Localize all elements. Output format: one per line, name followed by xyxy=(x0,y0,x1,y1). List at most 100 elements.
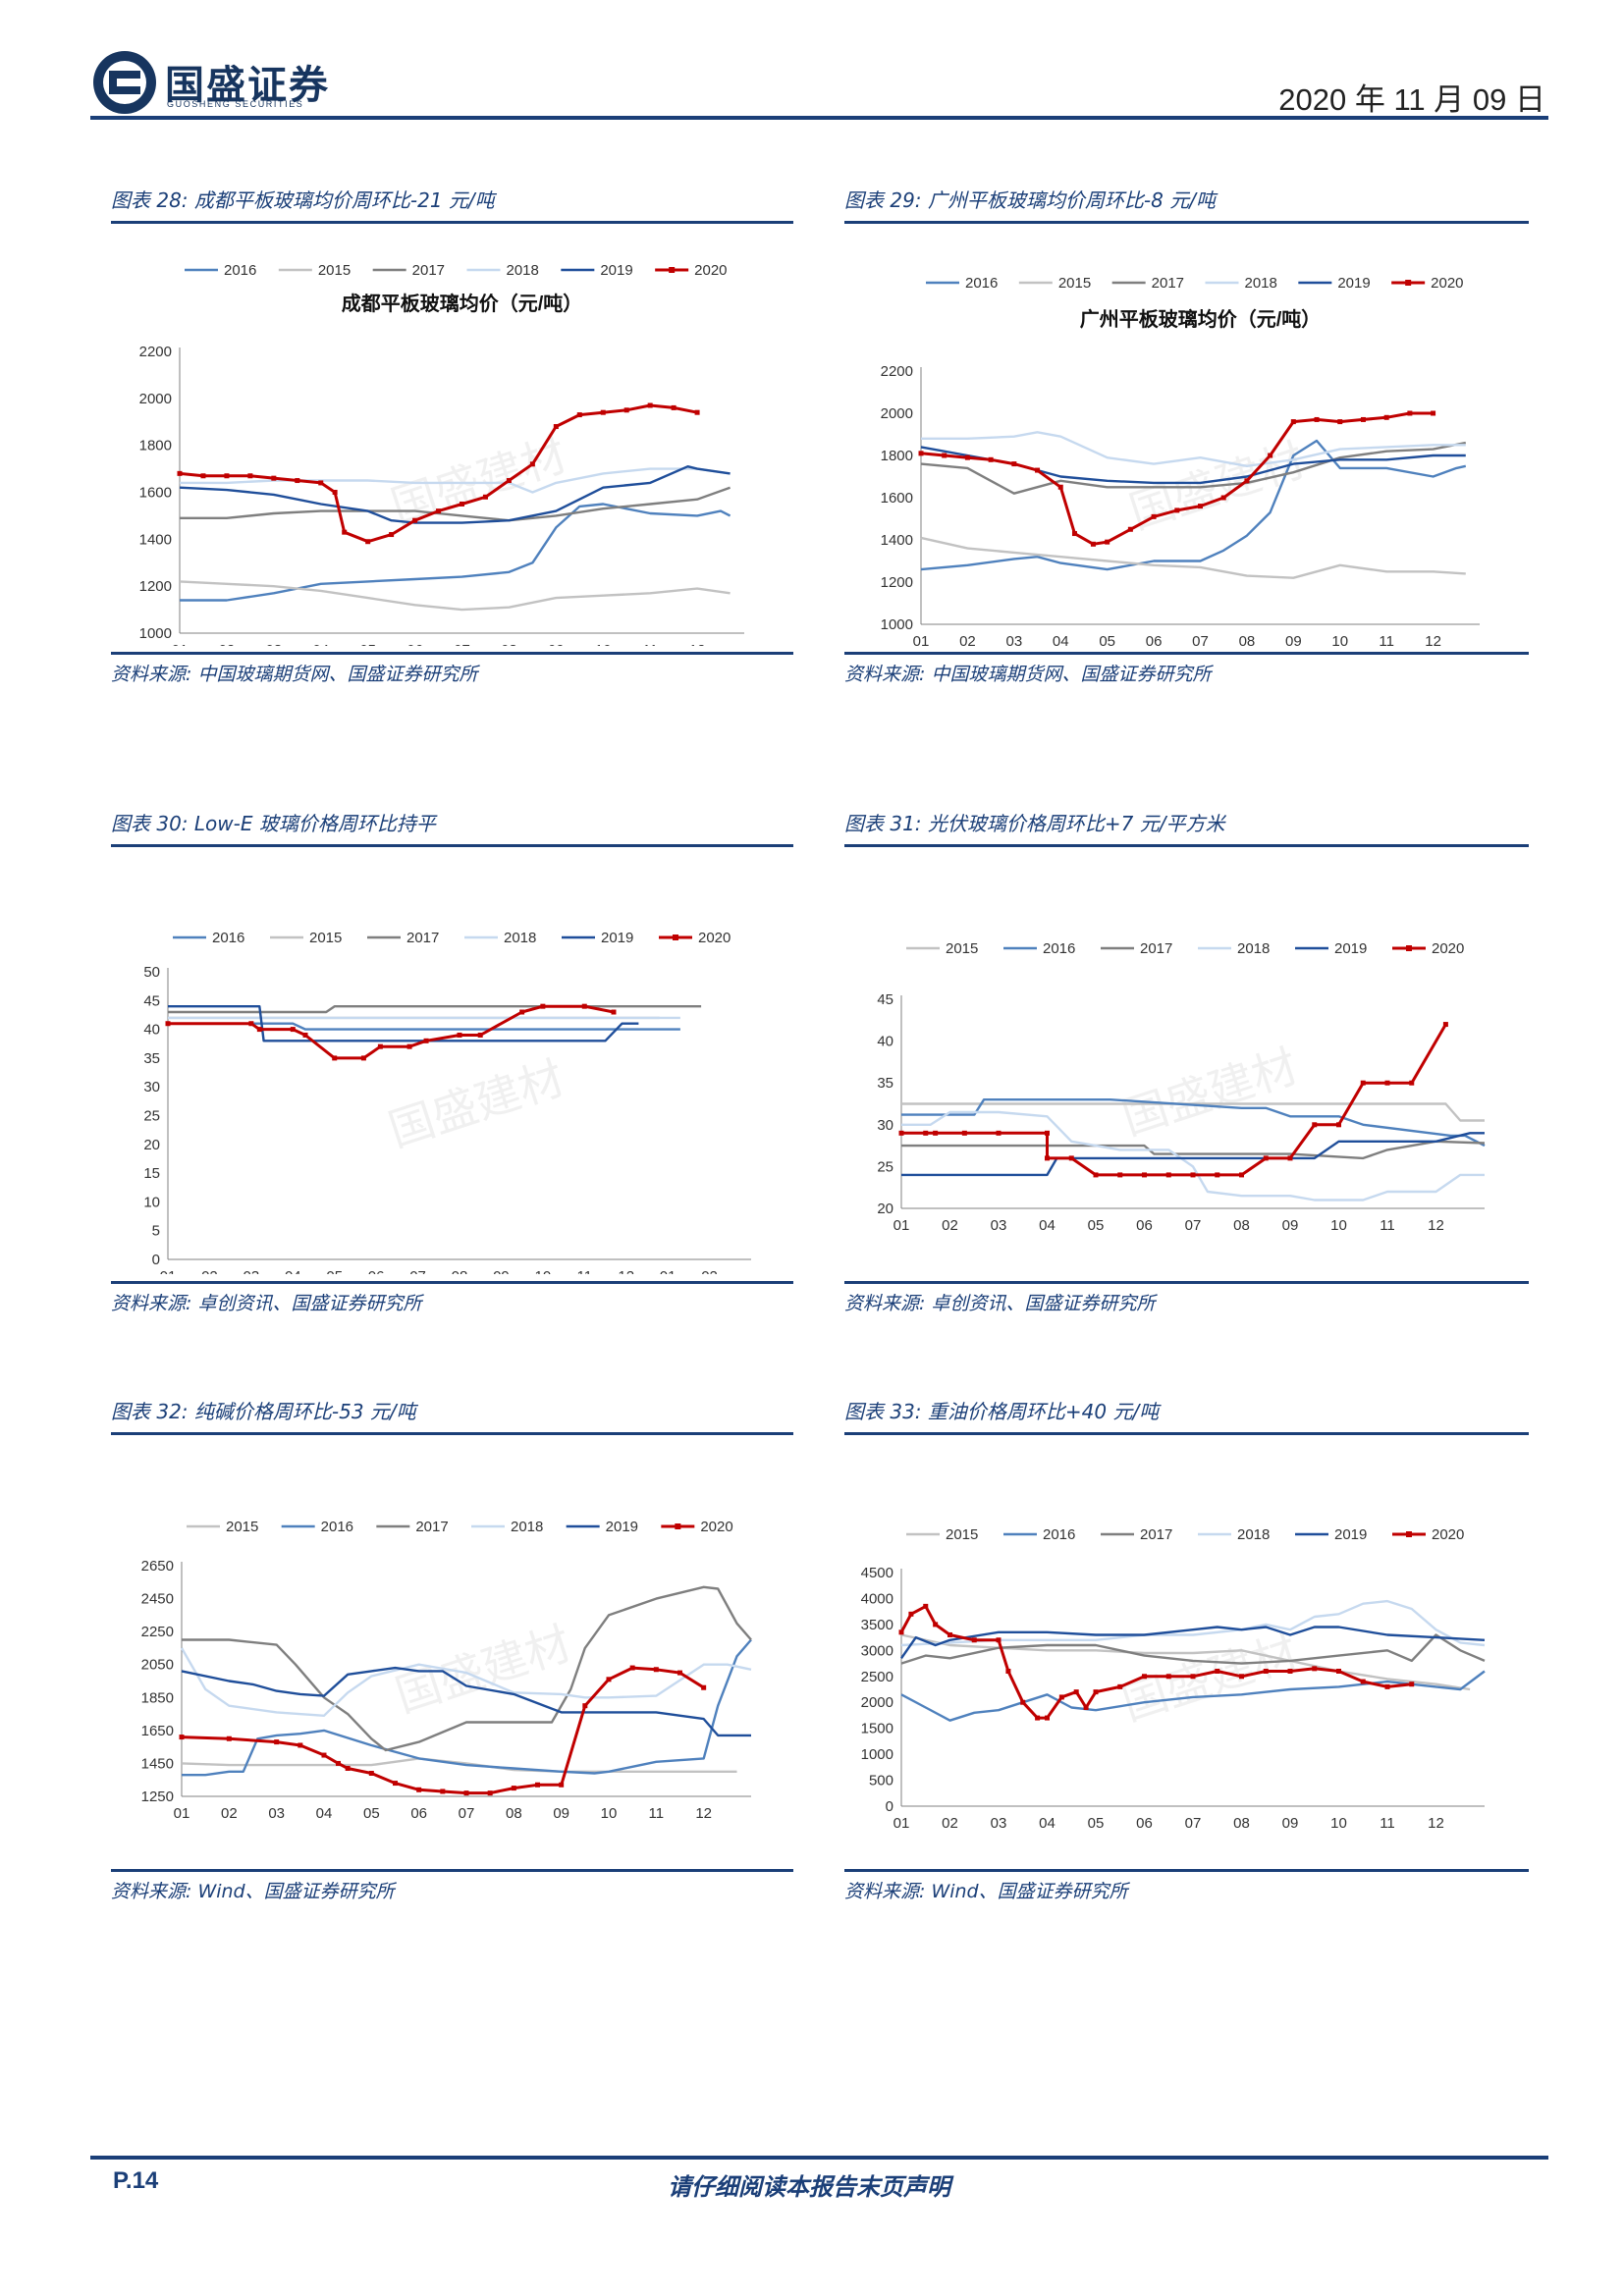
x-tick-label: 08 xyxy=(1233,1217,1250,1234)
x-tick-label: 11 xyxy=(576,1268,592,1274)
series-point-2020 xyxy=(1431,410,1436,416)
series-point-2020 xyxy=(1215,1668,1220,1674)
figure-source: 资料来源: 卓创资讯、国盛证券研究所 xyxy=(111,1293,422,1314)
series-point-2020 xyxy=(1127,526,1133,532)
y-tick-label: 1000 xyxy=(881,616,913,633)
y-tick-label: 1400 xyxy=(881,532,913,549)
series-point-2020 xyxy=(423,1038,429,1043)
series-point-2020 xyxy=(256,1027,262,1033)
series-line-2019 xyxy=(179,464,731,524)
series-point-2020 xyxy=(406,1043,412,1049)
x-tick-label: 04 xyxy=(316,1805,333,1822)
series-point-2020 xyxy=(248,1021,254,1027)
series-point-2020 xyxy=(971,1637,977,1643)
series-line-2016 xyxy=(182,1638,752,1777)
legend-marker-2020 xyxy=(675,1523,681,1529)
series-point-2020 xyxy=(200,473,206,479)
figure-29: 图表 29: 广州平板玻璃均价周环比-8 元/吨 国盛建材 广州平板玻璃均价（元/… xyxy=(844,185,1529,687)
y-tick-label: 500 xyxy=(869,1773,893,1789)
legend-label-2019: 2019 xyxy=(606,1519,638,1535)
brand-name-en: GUOSHENG SECURITIES xyxy=(167,99,304,109)
x-tick-label: 05 xyxy=(1088,1815,1105,1832)
series-point-2020 xyxy=(224,473,230,479)
series-point-2020 xyxy=(440,1789,446,1794)
series-point-2020 xyxy=(226,1735,232,1741)
x-tick-label: 11 xyxy=(1379,633,1394,646)
x-tick-label: 08 xyxy=(1239,633,1256,646)
y-tick-label: 1500 xyxy=(861,1721,893,1737)
x-tick-label: 07 xyxy=(1185,1217,1202,1234)
y-tick-label: 2050 xyxy=(141,1657,174,1674)
legend-label-2016: 2016 xyxy=(1043,1526,1075,1543)
series-point-2020 xyxy=(535,1782,540,1788)
legend-label-2016: 2016 xyxy=(1043,940,1075,957)
series-point-2020 xyxy=(923,1603,929,1609)
series-point-2020 xyxy=(1336,1668,1341,1674)
series-point-2020 xyxy=(1093,1689,1099,1695)
legend-label-2020: 2020 xyxy=(1432,1526,1464,1543)
series-point-2020 xyxy=(165,1021,171,1027)
y-tick-label: 2200 xyxy=(139,344,172,360)
series-point-2020 xyxy=(1174,507,1180,513)
footer-disclaimer: 请仔细阅读本报告末页声明 xyxy=(668,2173,950,2201)
series-point-2020 xyxy=(318,480,324,486)
series-point-2020 xyxy=(345,1765,351,1771)
x-tick-label: 05 xyxy=(1088,1217,1105,1234)
series-point-2020 xyxy=(460,501,464,507)
x-tick-label: 02 xyxy=(959,633,976,646)
series-point-2020 xyxy=(576,412,582,418)
series-line-2016 xyxy=(901,1097,1486,1148)
series-point-2020 xyxy=(933,1622,939,1628)
x-tick-label: 10 xyxy=(601,1805,618,1822)
series-point-2020 xyxy=(1045,1155,1050,1161)
header-rule xyxy=(90,116,1548,120)
series-point-2020 xyxy=(463,1790,469,1796)
source-rule xyxy=(844,1281,1529,1284)
figure-caption: 图表 30: Low-E 玻璃价格周环比持平 xyxy=(111,812,436,835)
x-tick-label: 02 xyxy=(201,1268,218,1274)
x-tick-label: 12 xyxy=(695,1805,712,1822)
series-line-2019 xyxy=(168,1004,639,1042)
series-point-2020 xyxy=(519,1009,525,1015)
series-point-2020 xyxy=(1165,1674,1171,1680)
series-point-2020 xyxy=(1142,1172,1147,1178)
y-tick-label: 1600 xyxy=(881,490,913,507)
x-tick-label: 11 xyxy=(1380,1815,1395,1832)
series-point-2020 xyxy=(1105,539,1110,545)
legend-label-2018: 2018 xyxy=(1237,1526,1270,1543)
series-point-2020 xyxy=(559,1782,565,1788)
legend-label-2017: 2017 xyxy=(1140,940,1172,957)
x-tick-label: 02 xyxy=(942,1815,958,1832)
series-point-2020 xyxy=(996,1637,1001,1643)
series-point-2020 xyxy=(1068,1155,1074,1161)
x-tick-label: 11 xyxy=(642,642,658,646)
series-line-2019 xyxy=(901,1132,1485,1177)
y-tick-label: 3500 xyxy=(861,1617,893,1633)
x-tick-label: 04 xyxy=(1039,1815,1056,1832)
guosheng-logo-icon xyxy=(93,51,156,114)
series-line-2017 xyxy=(901,1140,1486,1160)
x-tick-label: 08 xyxy=(506,1805,522,1822)
x-tick-label: 11 xyxy=(1380,1217,1395,1234)
x-tick-label: 06 xyxy=(1146,633,1163,646)
x-tick-label: 01 xyxy=(160,1268,177,1274)
series-point-2020 xyxy=(1384,1683,1390,1689)
x-tick-label: 09 xyxy=(1285,633,1302,646)
series-point-2020 xyxy=(1071,531,1077,537)
series-point-2020 xyxy=(477,1032,483,1038)
series-point-2020 xyxy=(1020,1699,1026,1705)
legend-label-2017: 2017 xyxy=(1140,1526,1172,1543)
series-point-2020 xyxy=(332,1055,338,1061)
x-tick-label: 05 xyxy=(363,1805,380,1822)
y-tick-label: 1800 xyxy=(139,438,172,454)
legend-label-2018: 2018 xyxy=(507,262,539,279)
y-tick-label: 45 xyxy=(877,991,893,1008)
x-tick-label: 07 xyxy=(1192,633,1209,646)
figure-caption: 图表 33: 重油价格周环比+40 元/吨 xyxy=(844,1400,1160,1423)
page-number: P.14 xyxy=(113,2167,159,2194)
legend-label-2017: 2017 xyxy=(412,262,445,279)
series-line-2018 xyxy=(921,431,1466,468)
chart-guangzhou-glass-price: 国盛建材广州平板玻璃均价（元/吨）10001200140016001800200… xyxy=(881,275,1480,646)
caption-rule xyxy=(844,1432,1529,1435)
series-point-2020 xyxy=(416,1787,422,1792)
